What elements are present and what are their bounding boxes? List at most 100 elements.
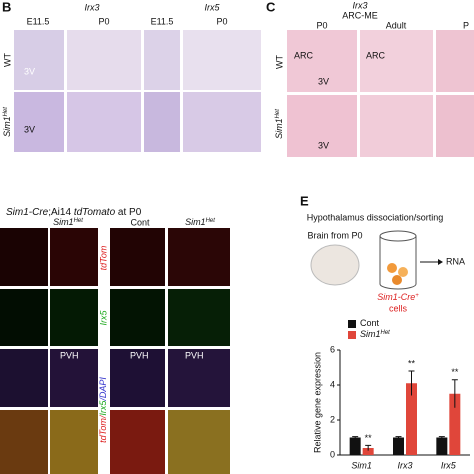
micrograph [0,289,48,346]
stage-label: P0 [216,16,227,26]
column-label: Cont [130,217,150,227]
x-tick-label: Irx5 [441,460,457,470]
micrograph [360,95,433,157]
y-axis-label: Relative gene expression [312,352,322,453]
bar-chart: 0 2 4 6 Relative gene expression Sim1 ** Irx3 **… [312,318,470,470]
bar [393,437,404,455]
stage-label: P0 [98,16,109,26]
row-label: WT [274,55,284,69]
micrograph [110,410,165,474]
micrograph [50,349,98,407]
legend-swatch [348,331,356,339]
gene-label: Irx3 [352,0,367,10]
micrographs [0,30,474,474]
micrograph [110,349,165,407]
x-tick-label: Irx3 [397,460,412,470]
micrograph [436,95,474,157]
y-tick-label: 4 [330,379,335,389]
cell [387,263,397,273]
region-label: 3V [24,124,35,134]
y-tick-label: 6 [330,344,335,354]
micrograph [287,30,357,92]
region-label: PVH [185,350,204,360]
micrograph [168,349,230,407]
legend-label: Cont [360,318,380,328]
tube [379,236,417,290]
cell [398,267,408,277]
region-label: 3V [318,76,329,86]
micrograph [14,30,64,90]
bar [349,437,361,455]
region-label: PVH [60,350,79,360]
x-tick-label: Sim1 [351,460,372,470]
micrograph [168,289,230,346]
legend-swatch [348,320,356,328]
panel-label: E [300,193,309,208]
significance: ** [451,367,459,377]
micrograph [144,92,180,152]
channel-label: tdTom [98,245,108,270]
legend-label: Sim1Het [360,329,390,339]
micrograph [144,30,180,90]
micrograph [67,30,141,90]
panel-title: Sim1-Cre;Ai14 tdTomato at P0 [6,207,142,218]
legend-name: Sim1 [360,329,381,339]
row-label: WT [2,53,12,67]
region-label: PVH [130,350,149,360]
stage-label: P [463,20,469,30]
stage-label: Adult [386,20,407,30]
bar [406,383,417,455]
product-label: RNA [446,256,465,266]
micrograph [0,349,48,407]
region-label: 3V [318,140,329,150]
brain-image [310,244,360,286]
panel-title: Hypothalamus dissociation/sorting [307,212,444,222]
row-label: Sim1Het [274,109,284,139]
micrograph [14,92,64,152]
micrograph [67,92,141,152]
cell [392,275,402,285]
micrograph [436,30,474,92]
micrograph [0,410,48,474]
micrograph [168,228,230,286]
micrograph [50,410,98,474]
micrograph [50,289,98,346]
micrograph [50,228,98,286]
stage-label: P0 [316,20,327,30]
region-label: ARC [366,50,386,60]
y-tick-label: 0 [330,449,335,459]
arrowhead [438,259,443,265]
region-label: ARC [294,50,314,60]
micrograph [110,228,165,286]
stage-label: E11.5 [27,16,50,26]
gene-label: Irx5 [204,2,220,12]
stage-label: E11.5 [151,16,174,26]
micrograph [287,95,357,157]
column-label: Sim1Het [185,217,215,227]
significance: ** [408,358,416,368]
micrograph [110,289,165,346]
bar [436,437,448,455]
micrograph [183,92,261,152]
tube-top [379,230,417,242]
cells-label: Sim1-Cre+ [377,292,419,302]
micrograph [360,30,433,92]
row-label: Sim1Het [2,107,12,137]
legend-sup: Het [381,330,391,336]
channel-label: Irx5 [98,310,108,326]
micrograph [168,410,230,474]
y-tick-label: 2 [330,414,335,424]
panel-label: C [266,0,276,14]
bar [362,448,374,455]
significance: ** [365,433,373,443]
panel-label: B [2,0,11,14]
region-label: ARC-ME [342,10,378,20]
bar [449,393,461,455]
channel-label: tdTom/Irx5/DAPI [98,377,108,443]
micrograph [0,228,48,286]
micrograph [183,30,261,90]
region-label: 3V [24,66,35,76]
gene-label: Irx3 [84,2,99,12]
legend-name: Cont [360,318,380,328]
